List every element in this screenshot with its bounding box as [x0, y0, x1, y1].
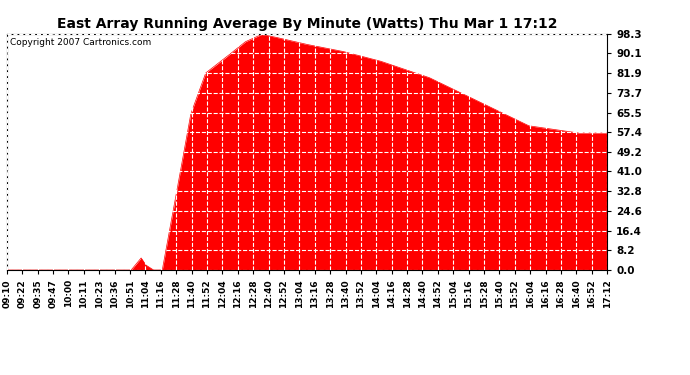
Text: Copyright 2007 Cartronics.com: Copyright 2007 Cartronics.com [10, 39, 151, 48]
Title: East Array Running Average By Minute (Watts) Thu Mar 1 17:12: East Array Running Average By Minute (Wa… [57, 17, 558, 31]
